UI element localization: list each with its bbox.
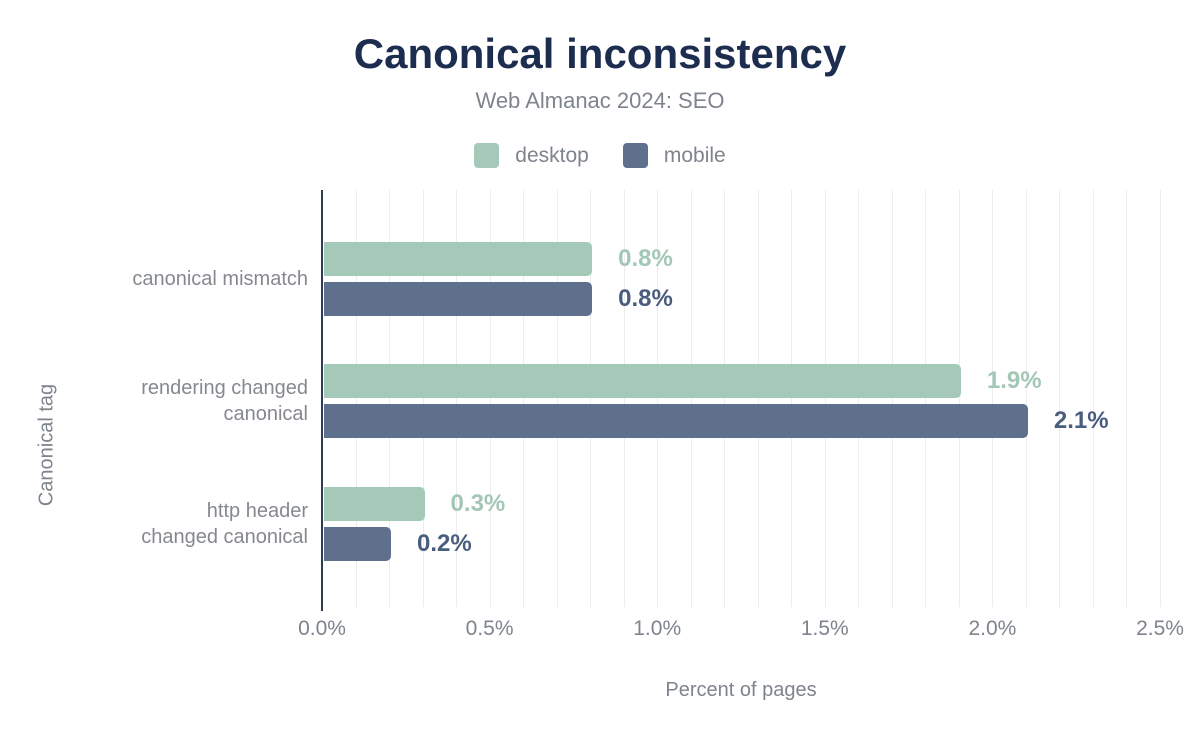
value-label-desktop-1: 1.9% <box>986 367 1042 394</box>
x-tick-label-5: 2.5% <box>1136 617 1184 640</box>
legend-item-mobile: mobile <box>622 143 726 168</box>
gridline <box>724 190 726 607</box>
value-label-desktop-0: 0.8% <box>618 245 673 272</box>
gridline <box>556 190 558 607</box>
gridline <box>657 190 659 607</box>
gridline <box>1059 190 1061 607</box>
mobile-swatch-icon <box>622 143 648 168</box>
value-label-mobile-1: 2.1% <box>1053 407 1109 434</box>
desktop-swatch-icon <box>474 143 500 168</box>
gridline <box>1160 190 1161 607</box>
x-tick-label-0: 0.0% <box>298 617 346 640</box>
gridline <box>1092 190 1094 607</box>
value-label-desktop-2: 0.3% <box>450 490 506 517</box>
gridline <box>456 190 458 607</box>
gridline <box>389 190 391 607</box>
gridline <box>891 190 893 607</box>
gridline <box>925 190 927 607</box>
legend-item-desktop: desktop <box>474 143 589 168</box>
gridline <box>958 190 960 607</box>
gridline <box>422 190 424 607</box>
chart-title: Canonical inconsistency <box>353 30 847 77</box>
bar-mobile-2 <box>324 527 392 561</box>
legend-label-desktop: desktop <box>515 143 589 167</box>
gridline <box>858 190 860 607</box>
y-axis-line <box>321 190 323 611</box>
x-tick-label-1: 0.5% <box>465 617 514 640</box>
legend-label-mobile: mobile <box>663 143 726 167</box>
gridline <box>690 190 692 607</box>
gridline <box>590 190 592 607</box>
value-label-mobile-0: 0.8% <box>618 285 673 312</box>
gridline <box>757 190 759 607</box>
x-tick-label-4: 2.0% <box>968 617 1017 640</box>
gridline <box>489 190 491 607</box>
x-tick-label-2: 1.0% <box>633 617 682 640</box>
bar-desktop-2 <box>324 487 425 521</box>
gridline <box>523 190 525 607</box>
bar-desktop-0 <box>324 242 593 276</box>
chart-subtitle: Web Almanac 2024: SEO <box>475 88 725 113</box>
x-tick-label-3: 1.5% <box>800 617 849 640</box>
bar-desktop-1 <box>324 364 961 398</box>
gridline <box>992 190 994 607</box>
gridline <box>623 190 625 607</box>
gridline <box>355 190 357 607</box>
plot-area: 0.8% 1.9% 0.3% 0.8% 2.1% 0.2% <box>322 190 1161 607</box>
value-label-mobile-2: 0.2% <box>417 530 472 557</box>
category-label-2: http header changed canonical <box>141 500 308 548</box>
gridline <box>1025 190 1027 607</box>
bar-mobile-1 <box>324 404 1028 438</box>
legend: desktop mobile <box>0 143 1200 168</box>
bar-mobile-0 <box>324 282 593 316</box>
gridline <box>824 190 826 607</box>
category-label-0: canonical mismatch <box>132 268 308 290</box>
gridline <box>791 190 793 607</box>
category-label-1: rendering changed canonical <box>141 377 308 425</box>
gridline <box>1126 190 1128 607</box>
x-axis-title: Percent of pages <box>665 679 817 701</box>
